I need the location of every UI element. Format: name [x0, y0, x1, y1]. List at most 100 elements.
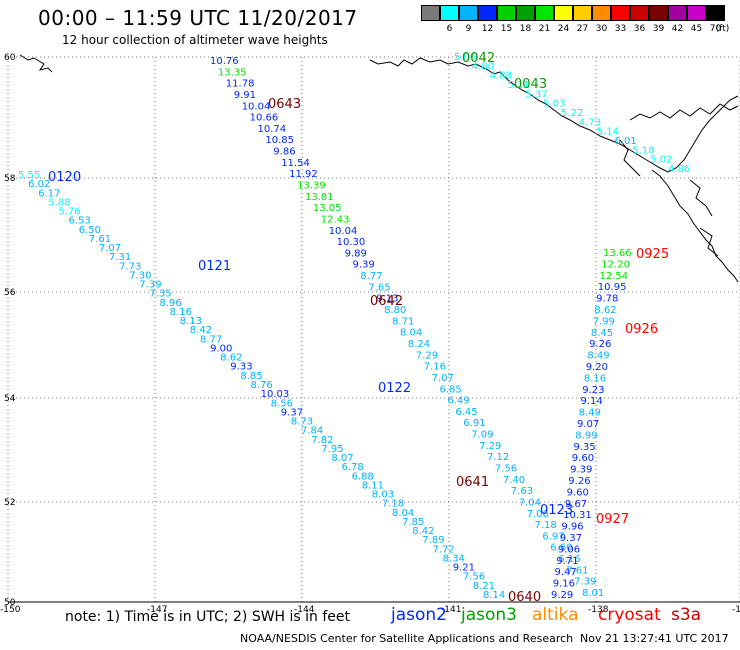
lat-label: 54 — [4, 394, 16, 404]
wave-height-value: 7.95 — [321, 444, 343, 455]
wave-height-value: 10.03 — [261, 389, 290, 400]
wave-height-value: 7.09 — [471, 430, 493, 441]
wave-height-value: 9.14 — [581, 396, 603, 407]
archipelago — [619, 139, 719, 257]
legend-swatch — [535, 5, 554, 21]
wave-height-value: 6.45 — [455, 407, 477, 418]
wave-height-value: 10.85 — [265, 135, 294, 146]
wave-height-value: 6.85 — [440, 384, 462, 395]
wave-height-value: 8.11 — [362, 480, 384, 491]
legend-label: 9 — [465, 24, 472, 34]
wave-height-value: 9.96 — [561, 522, 583, 533]
legend-label: 12 — [481, 24, 494, 34]
wave-height-value: 9.21 — [453, 563, 475, 574]
wave-height-value: 4.80 — [472, 61, 494, 72]
wave-height-value: 5.03 — [543, 99, 565, 110]
legend-swatch — [459, 5, 478, 21]
wave-height-value: 7.31 — [109, 252, 131, 263]
wave-height-value: 13.81 — [305, 192, 334, 203]
wave-height-value: 8.77 — [360, 271, 382, 282]
wave-height-value: 8.42 — [190, 325, 212, 336]
legend-swatch — [478, 5, 497, 21]
wave-height-value: 8.71 — [392, 316, 414, 327]
legend-swatch — [516, 5, 535, 21]
wave-height-value: 9.67 — [565, 499, 587, 510]
wave-height-value: 12.54 — [600, 271, 629, 282]
wave-height-value: 8.80 — [384, 305, 406, 316]
wave-height-value: 5.11 — [508, 80, 530, 91]
pass-id-label: 0641 — [456, 475, 489, 490]
wave-height-value: 11.54 — [281, 158, 310, 169]
legend-swatch — [630, 5, 649, 21]
wave-height-value: 8.62 — [220, 353, 242, 364]
wave-height-value: 7.18 — [382, 499, 404, 510]
pass-id-label: 0643 — [268, 97, 301, 112]
wave-height-value: 8.21 — [473, 581, 495, 592]
wave-height-value: 7.40 — [503, 475, 525, 486]
wave-height-value: 8.04 — [392, 508, 414, 519]
wave-height-value: 12.20 — [601, 259, 630, 270]
wave-height-value: 9.06 — [558, 544, 580, 555]
wave-height-value: 8.76 — [251, 380, 273, 391]
pass-id-label: 0122 — [378, 381, 411, 396]
wave-height-value: 10.04 — [242, 101, 271, 112]
wave-height-value: 7.06 — [527, 509, 549, 520]
wave-height-value: 10.74 — [258, 124, 287, 135]
map-subtitle: 12 hour collection of altimeter wave hei… — [62, 33, 328, 47]
wave-height-value: 8.77 — [200, 334, 222, 345]
wave-height-value: 9.23 — [582, 385, 604, 396]
legend-label: 24 — [557, 24, 570, 34]
legend-label: 42 — [671, 24, 684, 34]
wave-height-value: 8.73 — [291, 417, 313, 428]
lon-label: -150 — [0, 605, 21, 615]
legend-label: 15 — [500, 24, 513, 34]
satellite-name: cryosat — [598, 605, 661, 625]
wave-height-value: 8.01 — [582, 588, 604, 599]
legend-label: 6 — [446, 24, 453, 34]
wave-height-value: 7.12 — [487, 452, 509, 463]
pass-id-label: 0123 — [540, 503, 573, 518]
satellite-name: jason3 — [461, 605, 517, 625]
pass-labels: 0042 0043 0643 0120 0121 0642 0122 0641 0640 0123… — [48, 51, 669, 605]
wave-height-value: 7.61 — [89, 234, 111, 245]
legend-label: 45 — [690, 24, 703, 34]
wave-height-value: 7.39 — [574, 577, 596, 588]
credit-line: NOAA/NESDIS Center for Satellite Applica… — [240, 632, 574, 645]
wave-height-value: 6.88 — [352, 471, 374, 482]
wave-height-value: 7.85 — [402, 517, 424, 528]
wave-height-value: 7.65 — [368, 282, 390, 293]
legend-label: 18 — [519, 24, 532, 34]
pass-id-label: 0121 — [198, 259, 231, 274]
wave-height-value: 10.30 — [337, 237, 366, 248]
panhandle-coast — [629, 103, 739, 283]
wave-height-value: 10.04 — [329, 226, 358, 237]
coastline — [19, 54, 739, 283]
wave-height-value: 9.26 — [589, 339, 611, 350]
wave-height-value: 5.02 — [650, 155, 672, 166]
wave-height-value: 7.56 — [495, 464, 517, 475]
wave-height-value: 8.03 — [372, 490, 394, 501]
wave-height-value: 8.16 — [584, 373, 606, 384]
wave-height-value: 9.86 — [273, 147, 295, 158]
wave-height-value: 9.26 — [568, 476, 590, 487]
wave-height-value: 5.37 — [525, 89, 547, 100]
wave-height-value: 9.47 — [555, 567, 577, 578]
wave-height-value: 6.91 — [463, 418, 485, 429]
wave-height-value: 7.56 — [463, 572, 485, 583]
legend-swatch — [573, 5, 592, 21]
wave-height-value: 6.16 — [558, 554, 580, 565]
wave-height-value: 10.66 — [250, 113, 279, 124]
wave-height-value: 5.76 — [58, 207, 80, 218]
wave-height-value: 13.66 — [603, 248, 632, 259]
alaska-coast — [19, 54, 739, 173]
footer-note: note: 1) Time is in UTC; 2) SWH is in fe… — [65, 609, 351, 625]
wave-height-value: 5.22 — [561, 108, 583, 119]
legend-label: 27 — [576, 24, 589, 34]
wave-height-value: 9.91 — [234, 90, 256, 101]
wave-height-value: 6.97 — [542, 531, 564, 542]
legend-label: 70 — [709, 24, 722, 34]
legend-label: 33 — [614, 24, 627, 34]
lat-label: 56 — [4, 288, 16, 298]
legend-label: 30 — [595, 24, 608, 34]
map-title: 00:00 – 11:59 UTC 11/20/2017 — [38, 6, 358, 30]
